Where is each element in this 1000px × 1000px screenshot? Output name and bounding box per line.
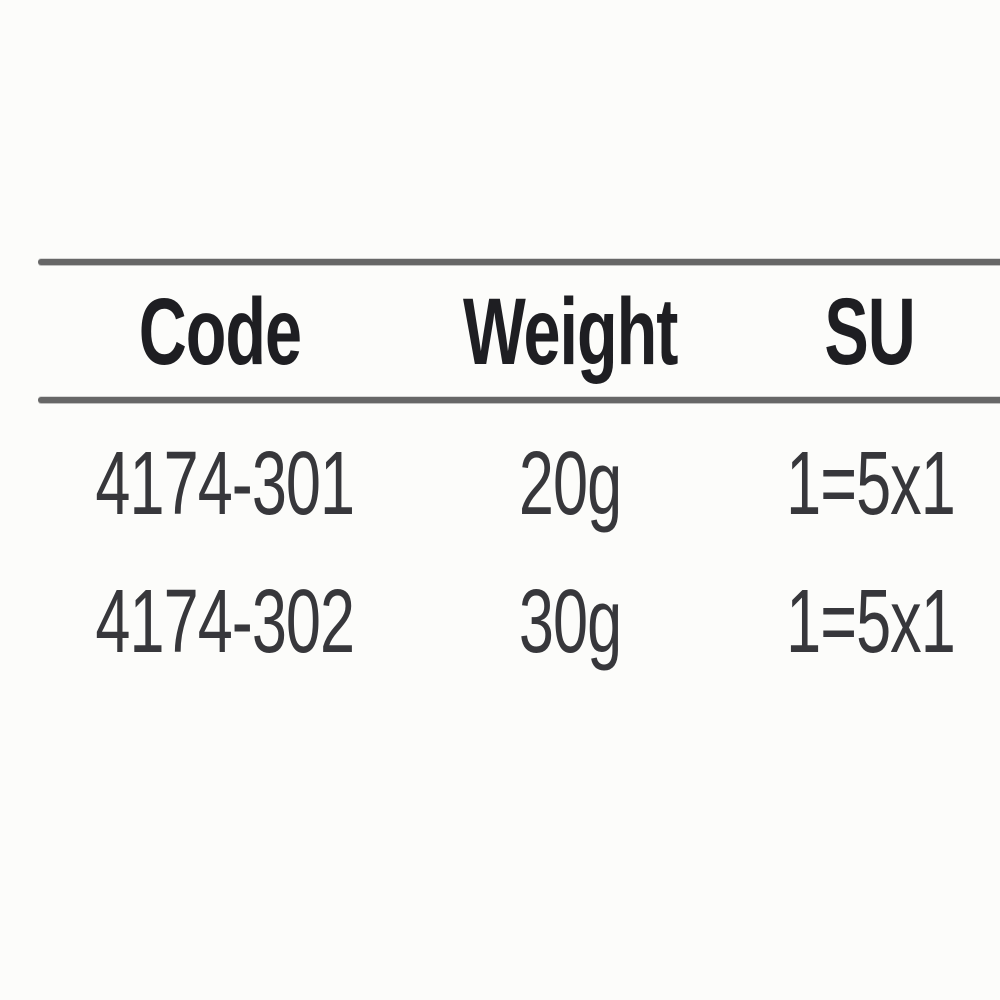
column-header-code-label: Code <box>138 278 302 385</box>
product-code: 4174-302 <box>95 571 355 672</box>
column-header-weight-label: Weight <box>462 278 678 385</box>
table-cell-weight: 30g <box>400 571 740 674</box>
table-header-row: Code Weight SU <box>40 272 1000 392</box>
product-su: 1=5x1 <box>785 571 956 672</box>
table-cell-su: 1=5x1 <box>740 571 1000 674</box>
column-header-weight: Weight <box>400 278 740 387</box>
table-cell-code: 4174-302 <box>40 571 400 674</box>
column-header-code: Code <box>40 278 400 387</box>
product-weight: 20g <box>518 433 622 534</box>
table-cell-code: 4174-301 <box>40 433 400 536</box>
column-header-su: SU <box>740 278 1000 387</box>
table-cell-weight: 20g <box>400 433 740 536</box>
product-weight: 30g <box>518 571 622 672</box>
table-cell-su: 1=5x1 <box>740 433 1000 536</box>
table-row: 4174-302 30g 1=5x1 <box>40 566 1000 678</box>
product-su: 1=5x1 <box>785 433 956 534</box>
table-row: 4174-301 20g 1=5x1 <box>40 428 1000 540</box>
table-top-rule <box>38 259 1000 265</box>
product-code: 4174-301 <box>95 433 355 534</box>
column-header-su-label: SU <box>824 278 916 385</box>
table-header-divider-rule <box>38 397 1000 403</box>
